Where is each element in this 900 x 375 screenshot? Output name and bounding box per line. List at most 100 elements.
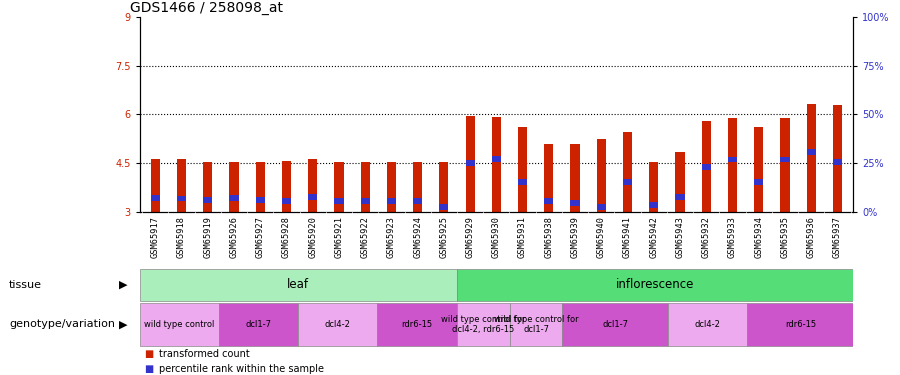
Text: GSM65930: GSM65930 [491,216,500,258]
Bar [150,159,160,212]
Bar [308,159,318,212]
Text: GDS1466 / 258098_at: GDS1466 / 258098_at [130,1,284,15]
Bar [668,303,748,346]
Text: GSM65935: GSM65935 [780,216,789,258]
Bar [439,162,448,212]
Bar [387,198,396,204]
Bar [702,164,711,170]
Bar [675,152,685,212]
Bar [754,127,763,212]
Bar [544,198,554,204]
Bar [509,303,562,346]
Bar [334,198,344,204]
Bar [702,121,711,212]
Text: dcl1-7: dcl1-7 [602,320,628,329]
Bar [728,157,737,162]
Bar [623,132,632,212]
Bar [177,196,186,201]
Text: ▶: ▶ [119,280,128,290]
Text: GSM65917: GSM65917 [150,216,159,258]
Bar [298,303,377,346]
Bar [544,144,554,212]
Text: GSM65940: GSM65940 [597,216,606,258]
Bar [465,116,474,212]
Text: genotype/variation: genotype/variation [9,320,115,329]
Text: tissue: tissue [9,280,42,290]
Bar [806,149,815,155]
Text: dcl1-7: dcl1-7 [246,320,272,329]
Text: transformed count: transformed count [159,349,250,359]
Text: GSM65932: GSM65932 [702,216,711,258]
Bar [219,303,298,346]
Bar [832,159,842,165]
Bar [203,162,212,212]
Bar [491,156,501,162]
Bar [387,162,396,212]
Bar [439,204,448,210]
Text: rdr6-15: rdr6-15 [401,320,433,329]
Bar [562,303,668,346]
Bar [571,144,580,212]
Bar [413,198,422,204]
Text: inflorescence: inflorescence [616,279,694,291]
Bar [675,194,685,200]
Bar [140,303,219,346]
Text: GSM65931: GSM65931 [518,216,527,258]
Bar [377,303,456,346]
Bar [282,160,291,212]
Text: GSM65941: GSM65941 [623,216,632,258]
Bar [748,303,853,346]
Bar [571,200,580,206]
Bar [256,162,265,212]
Text: GSM65923: GSM65923 [387,216,396,258]
Bar [456,269,853,301]
Bar [491,117,501,212]
Text: GSM65919: GSM65919 [203,216,212,258]
Text: GSM65926: GSM65926 [230,216,238,258]
Bar [728,118,737,212]
Text: wild type control for
dcl4-2, rdr6-15: wild type control for dcl4-2, rdr6-15 [441,315,526,334]
Bar [256,197,265,203]
Bar [140,269,456,301]
Bar [150,195,160,201]
Bar [832,105,842,212]
Text: ▶: ▶ [119,320,128,329]
Text: wild type control: wild type control [144,320,214,329]
Text: dcl4-2: dcl4-2 [695,320,721,329]
Bar [203,197,212,203]
Text: GSM65942: GSM65942 [649,216,658,258]
Bar [649,162,659,212]
Text: wild type control for
dcl1-7: wild type control for dcl1-7 [494,315,579,334]
Text: GSM65929: GSM65929 [465,216,474,258]
Bar [282,198,291,204]
Bar [361,198,370,204]
Bar [465,160,474,166]
Bar [518,127,527,212]
Bar [754,179,763,185]
Bar [361,162,370,212]
Text: GSM65939: GSM65939 [571,216,580,258]
Text: GSM65928: GSM65928 [282,216,291,258]
Text: percentile rank within the sample: percentile rank within the sample [159,364,324,374]
Text: rdr6-15: rdr6-15 [785,320,816,329]
Text: ■: ■ [144,349,153,359]
Text: GSM65927: GSM65927 [256,216,265,258]
Text: GSM65936: GSM65936 [806,216,815,258]
Text: GSM65934: GSM65934 [754,216,763,258]
Bar [649,202,659,208]
Bar [780,118,789,212]
Bar [230,195,238,201]
Text: ■: ■ [144,364,153,374]
Text: GSM65920: GSM65920 [308,216,317,258]
Bar [456,303,509,346]
Bar [518,179,527,185]
Text: GSM65925: GSM65925 [439,216,448,258]
Bar [177,159,186,212]
Bar [413,162,422,212]
Text: GSM65924: GSM65924 [413,216,422,258]
Bar [308,194,318,200]
Bar [623,179,632,185]
Text: leaf: leaf [287,279,309,291]
Text: GSM65943: GSM65943 [676,216,685,258]
Text: dcl4-2: dcl4-2 [325,320,351,329]
